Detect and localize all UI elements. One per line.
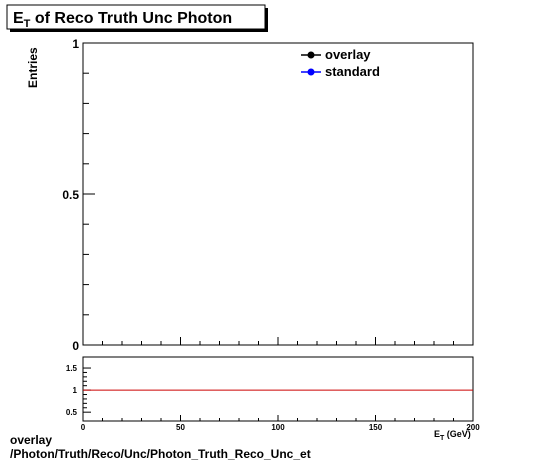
main-plot-frame bbox=[82, 42, 474, 346]
ratio-x-axis: 0 50 100 150 200 bbox=[81, 415, 480, 432]
title-box-frame bbox=[6, 4, 266, 30]
main-y-tick-label: 1 bbox=[72, 37, 79, 51]
ratio-y-tick-label: 0.5 bbox=[66, 408, 78, 417]
main-y-axis: 00.51 bbox=[62, 37, 95, 353]
x-tick-label: 50 bbox=[176, 423, 185, 432]
title-box: ET of Reco Truth Unc Photon bbox=[6, 4, 268, 32]
x-tick-label: 200 bbox=[466, 423, 480, 432]
x-tick-label: 100 bbox=[271, 423, 285, 432]
x-tick-label: 150 bbox=[369, 423, 383, 432]
y-axis-label: Entries bbox=[26, 47, 40, 88]
legend-label-standard: standard bbox=[325, 64, 380, 79]
footer-line-2: /Photon/Truth/Reco/Unc/Photon_Truth_Reco… bbox=[10, 447, 311, 461]
ratio-plot-frame bbox=[82, 356, 474, 422]
x-tick-label: 0 bbox=[81, 423, 86, 432]
footer-line-1: overlay bbox=[10, 433, 53, 447]
main-y-tick-label: 0.5 bbox=[62, 188, 79, 202]
x-axis-label: ET (GeV) bbox=[434, 429, 471, 442]
legend-marker-overlay bbox=[307, 51, 315, 59]
ratio-y-tick-label: 1.5 bbox=[66, 364, 78, 373]
legend: overlay standard bbox=[301, 47, 380, 79]
main-y-tick-label: 0 bbox=[72, 339, 79, 353]
ratio-y-tick-label: 1 bbox=[73, 386, 78, 395]
legend-label-overlay: overlay bbox=[325, 47, 371, 62]
chart-title: ET of Reco Truth Unc Photon bbox=[13, 10, 232, 30]
main-x-axis bbox=[82, 337, 474, 345]
legend-marker-standard bbox=[307, 68, 315, 76]
